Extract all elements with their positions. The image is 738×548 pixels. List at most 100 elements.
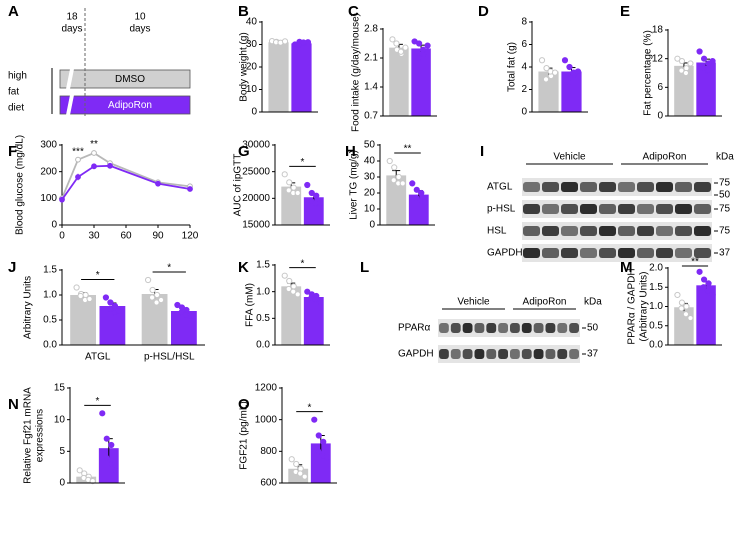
period-label: 18 [66,12,78,23]
data-point [107,460,114,468]
blot-band [561,226,578,236]
blot-band [510,349,520,359]
group-bar [59,95,191,115]
blot-group: Vehicle [553,152,586,163]
significance: * [167,263,171,274]
data-point [111,302,119,310]
blot-band [618,226,635,236]
bar [386,175,407,225]
bar [389,47,409,117]
data-point [419,46,427,53]
y-tick-label: 30000 [242,140,270,151]
data-point [700,284,707,291]
data-point [317,200,324,207]
y-tick-label: 0 [369,220,375,231]
blot-band [599,204,616,214]
data-point [301,473,308,480]
panel-letter: N [8,396,19,413]
y-tick-label: 12 [652,53,664,64]
data-point [281,171,288,178]
data-point [281,38,289,45]
data-point [538,57,546,64]
significance: ** [691,257,699,268]
data-point [115,307,123,315]
y-axis-label: Food intake (g/day/mouse) [351,13,362,132]
x-tick-label: 90 [152,231,164,242]
panel-letter: J [8,259,16,276]
y-tick-label: 20000 [242,193,270,204]
blot-band [450,349,461,359]
data-point [304,288,311,295]
data-point [389,36,396,43]
data-point [183,306,190,314]
blot-unit: kDa [716,152,734,163]
y-tick-label: 0.5 [649,320,663,331]
data-point [149,286,156,294]
blot-band [675,248,692,258]
data-point [574,68,582,75]
data-point [700,276,708,283]
blot-marker: 37 [719,248,731,259]
panel-letter: I [480,143,484,160]
blot-marker: 75 [719,226,731,237]
bar [70,295,96,345]
data-point [308,197,315,205]
y-tick-label: 40 [246,17,258,28]
data-point [390,177,397,184]
y-axis-label: (Arbitrary Units) [639,271,650,341]
blot-band [618,204,635,214]
significance: ** [404,144,412,155]
blot-band [675,182,692,192]
data-point [290,283,297,290]
y-tick-label: 4 [521,62,527,73]
y-tick-label: 0 [251,107,257,118]
data-point [112,467,119,474]
y-tick-label: 30 [246,39,258,50]
bar [674,65,694,116]
blot-band [694,204,711,214]
data-point [178,309,185,316]
blot-band [486,323,497,333]
x-tick-label: 60 [120,231,132,242]
blot-group: Vehicle [457,297,490,308]
blot-row-label: GAPDH [487,248,523,259]
data-point [290,288,297,295]
y-axis-label: FFA (mM) [245,283,256,327]
blot-band [521,323,532,333]
significance: * [301,258,305,269]
x-tick-label: p-HSL/HSL [144,352,195,363]
data-point [103,454,110,461]
data-point [566,63,573,71]
bar [268,42,289,112]
data-point [304,39,312,46]
y-tick-label: 18 [652,25,664,36]
data-point [187,312,194,320]
blot-band [557,323,568,333]
blot-band [498,323,508,333]
data-point [709,57,716,65]
y-tick-label: 1.0 [43,290,57,301]
data-point [674,291,681,299]
y-tick-label: 6 [521,39,527,50]
data-point [77,292,84,300]
blot-band [474,323,485,333]
data-point [108,441,115,449]
bar [291,43,312,112]
data-point [75,174,81,180]
y-axis-label: AUC of ipGTT [233,154,244,217]
data-point [422,199,429,206]
data-point [174,301,181,309]
data-point [294,291,301,298]
y-tick-label: 300 [40,140,57,151]
blot-band [523,204,540,214]
data-point [543,65,550,72]
y-tick-label: 10 [364,204,376,215]
y-tick-label: 2.8 [364,24,378,35]
data-point [102,294,110,301]
y-tick-label: 600 [260,478,277,489]
blot-band [561,248,578,258]
y-tick-label: 0.7 [364,111,378,122]
data-point [103,435,110,442]
blot-marker: 50 [587,323,599,334]
